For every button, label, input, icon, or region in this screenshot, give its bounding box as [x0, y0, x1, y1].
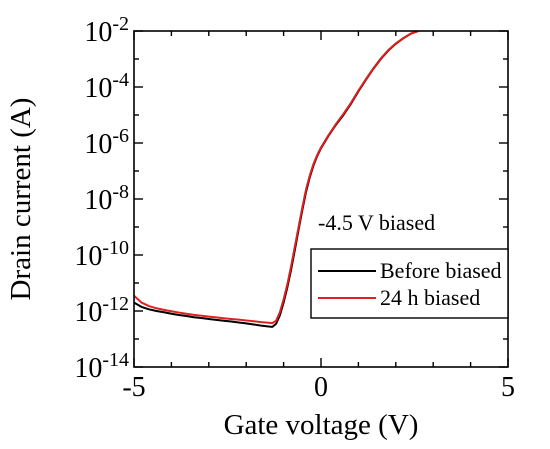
y-tick-label-exponent: -2 — [112, 13, 129, 35]
y-tick-label: 10-12 — [74, 293, 129, 328]
y-tick-label: 10-14 — [74, 349, 129, 384]
y-tick-label-base: 10 — [84, 73, 112, 104]
y-tick-label-base: 10 — [74, 241, 102, 272]
plot-frame — [133, 30, 509, 368]
y-tick-label-base: 10 — [84, 129, 112, 160]
series-line-1 — [134, 31, 419, 325]
x-tick-label: -5 — [122, 372, 145, 403]
x-tick-label: 5 — [501, 372, 515, 403]
y-tick-label: 10-4 — [84, 69, 129, 104]
y-tick-label-exponent: -14 — [102, 349, 129, 371]
y-tick-label-exponent: -8 — [112, 181, 129, 203]
y-tick-label: 10-10 — [74, 237, 129, 272]
y-tick-label: 10-8 — [84, 181, 129, 216]
y-tick-label-exponent: -4 — [112, 69, 129, 91]
y-tick-label-base: 10 — [84, 185, 112, 216]
legend: Before biased 24 h biased — [310, 248, 509, 319]
y-tick-label: 10-6 — [84, 125, 129, 160]
y-tick-label-exponent: -6 — [112, 125, 129, 147]
y-tick-label: 10-2 — [84, 13, 129, 48]
x-axis-label: Gate voltage (V) — [224, 409, 419, 441]
x-tick-label: 0 — [314, 372, 328, 403]
legend-label-before-biased: Before biased — [380, 258, 502, 283]
y-tick-label-exponent: -12 — [102, 293, 129, 315]
bias-annotation: -4.5 V biased — [318, 210, 435, 235]
y-axis-label: Drain current (A) — [5, 98, 37, 301]
legend-label-24h-biased: 24 h biased — [380, 285, 480, 310]
y-tick-label-base: 10 — [74, 297, 102, 328]
y-tick-label-base: 10 — [84, 17, 112, 48]
y-tick-label-exponent: -10 — [102, 237, 129, 259]
legend-box — [310, 248, 509, 319]
y-tick-label-base: 10 — [74, 353, 102, 384]
